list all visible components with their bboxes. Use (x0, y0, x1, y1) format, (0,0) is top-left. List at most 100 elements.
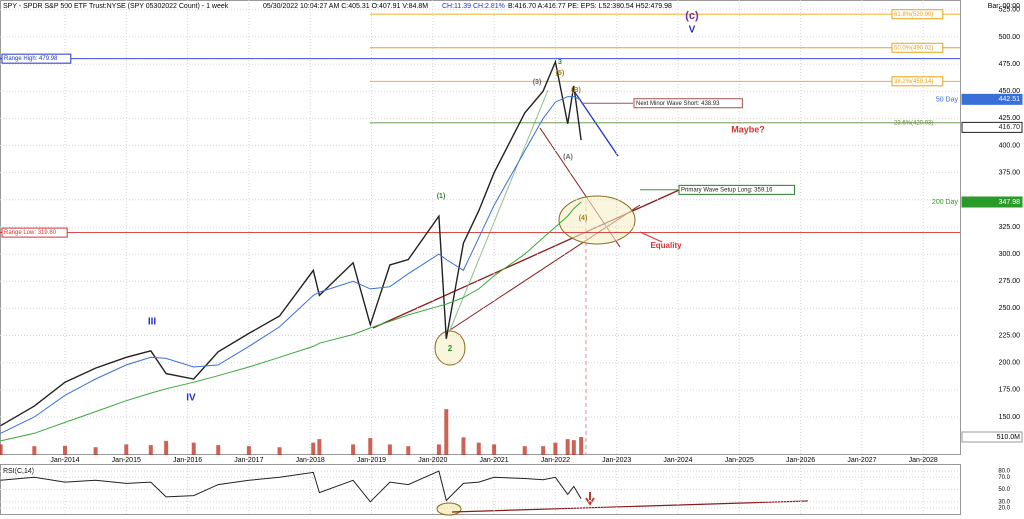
y-tick-label: 525.00 (999, 7, 1021, 14)
rsi-tick-label: 30.0 (998, 499, 1010, 505)
volume-bar (406, 446, 411, 455)
y-tick-label: 250.00 (999, 305, 1021, 312)
y-tick-label: 200.00 (999, 360, 1021, 367)
volume-bar (164, 440, 169, 455)
volume-bar (311, 442, 316, 455)
level-label: 61.8%(520.90) (894, 12, 933, 18)
change: CH:11.39 CH:2.81% (442, 3, 505, 10)
quote: 05/30/2022 10:04:27 AM C:405.31 O:407.91… (263, 3, 428, 10)
x-tick-label: Jan-2025 (725, 457, 754, 464)
level-box (1, 53, 72, 64)
volume-bar (246, 446, 251, 455)
rsi-tick-label: 50.0 (998, 487, 1010, 493)
annotation: Maybe? (731, 124, 765, 134)
volume-bar (571, 440, 576, 455)
volume-bar (93, 447, 98, 455)
rsi-zone (436, 502, 462, 516)
x-tick-label: Jan-2028 (909, 457, 938, 464)
volume-bar (277, 447, 282, 455)
x-tick-label: Jan-2015 (112, 457, 141, 464)
x-tick-label: Jan-2017 (234, 457, 263, 464)
trendline (449, 89, 549, 331)
level-label: 23.6%(420.93) (894, 120, 933, 126)
y-tick-label: 325.00 (999, 224, 1021, 231)
x-tick-label: Jan-2014 (50, 457, 79, 464)
x-tick-label: Jan-2023 (602, 457, 631, 464)
volume-bar (351, 444, 356, 455)
volume-bar (387, 444, 392, 455)
x-tick-label: Jan-2026 (786, 457, 815, 464)
rsi-tick-label: 20.0 (998, 505, 1010, 511)
volume-bar (492, 444, 497, 455)
volume-bar (444, 409, 449, 455)
volume-bar (461, 437, 466, 455)
annotation: (5) (556, 70, 565, 77)
x-tick-label: Jan-2016 (173, 457, 202, 464)
price-tag: 416.70 (999, 124, 1021, 131)
y-tick-label: 375.00 (999, 170, 1021, 177)
annotation: (4) (579, 215, 588, 222)
annotation: V (689, 25, 696, 36)
y-tick-label: 225.00 (999, 332, 1021, 339)
volume-bar (148, 445, 153, 455)
x-tick-label: Jan-2027 (847, 457, 876, 464)
y-tick-label: 400.00 (999, 142, 1021, 149)
level-label: Range High: 479.98 (4, 56, 58, 62)
volume-bar (191, 442, 196, 455)
bar-time: Bar: 00:00 (988, 3, 1020, 10)
price-tag-box (961, 196, 1023, 208)
price-tag: 442.51 (999, 96, 1021, 103)
y-tick-label: 450.00 (999, 88, 1021, 95)
y-tick-label: 300.00 (999, 251, 1021, 258)
volume-bar (553, 442, 558, 455)
level-box (633, 98, 743, 109)
volume-bar (32, 446, 37, 455)
annotation: 2 (448, 344, 453, 353)
price-line (0, 201, 582, 442)
x-tick-label: Jan-2021 (479, 457, 508, 464)
y-tick-label: 275.00 (999, 278, 1021, 285)
price-line (0, 59, 582, 427)
volume-bar (476, 442, 481, 455)
volume-bar (368, 438, 373, 455)
x-tick-label: Jan-2022 (541, 457, 570, 464)
x-tick-label: Jan-2024 (663, 457, 692, 464)
volume-bar (317, 439, 322, 455)
level-label: Primary Wave Setup Long: 359.16 (681, 187, 773, 193)
price-tag: 347.98 (999, 199, 1021, 206)
ma-label: 200 Day (932, 199, 959, 206)
volume-bar (0, 444, 3, 455)
volume-tag-box (961, 431, 1023, 443)
target-zone (558, 195, 636, 245)
rsi-tick-label: 70.0 (998, 475, 1010, 481)
annotation: III (148, 317, 157, 328)
volume-bar (436, 444, 441, 455)
volume-bar (62, 445, 67, 455)
annotation: Equality (650, 241, 682, 250)
ma-label: 50 Day (936, 97, 959, 104)
x-tick-label: Jan-2018 (296, 457, 325, 464)
volume-bar (565, 439, 570, 455)
level-label: Next Minor Wave Short: 438.93 (636, 101, 720, 107)
trendline (372, 185, 689, 329)
arrow (585, 492, 595, 506)
level-box (678, 184, 796, 195)
volume-bar (541, 446, 546, 455)
level-box (891, 76, 944, 87)
price-tag-box (961, 93, 1023, 105)
x-tick-label: Jan-2019 (357, 457, 386, 464)
level-box (891, 42, 944, 53)
annotation: IV (186, 393, 196, 404)
rsi-tick-label: 80.0 (998, 469, 1010, 475)
y-tick-label: 175.00 (999, 387, 1021, 394)
quote-rest: B:416.70 A:416.77 PE: EPS: L52:380.54 H5… (508, 3, 672, 10)
rsi-trendline (451, 500, 809, 513)
arrow (639, 231, 663, 243)
annotation: (3) (533, 79, 542, 86)
annotation: (A) (563, 154, 573, 161)
level-box (1, 227, 68, 238)
volume-bar (124, 444, 129, 455)
level-label: 38.2%(459.14) (894, 79, 933, 85)
